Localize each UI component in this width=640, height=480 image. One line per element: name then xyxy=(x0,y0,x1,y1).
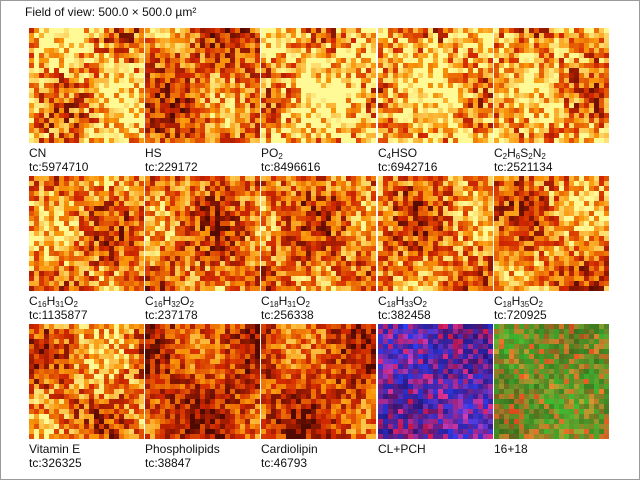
ion-image xyxy=(29,324,144,439)
ion-image-pixels xyxy=(145,28,260,143)
ion-name-label: PO2 xyxy=(261,146,283,161)
ion-name-label: C2H6S2N2 xyxy=(494,146,546,161)
ion-image-pixels xyxy=(378,176,493,291)
ion-name-label: Vitamin E xyxy=(29,442,81,456)
ion-name-label: C18H31O2 xyxy=(261,294,310,309)
total-counts-label: tc:46793 xyxy=(261,456,308,470)
total-counts-label: tc:237178 xyxy=(145,308,198,322)
ion-image-pixels xyxy=(261,176,376,291)
ion-name-label: HS xyxy=(145,146,162,160)
ion-name-label: Phospholipids xyxy=(145,442,220,456)
total-counts-label: tc:2521134 xyxy=(494,160,553,174)
ion-image xyxy=(378,28,493,143)
ion-name-label: C18H35O2 xyxy=(494,294,543,309)
ion-image-pixels xyxy=(494,176,609,291)
ion-name-label: C16H32O2 xyxy=(145,294,194,309)
ion-image xyxy=(145,324,260,439)
ion-name-label: 16+18 xyxy=(494,442,528,456)
ion-image-pixels xyxy=(494,324,609,439)
ion-image-pixels xyxy=(29,176,144,291)
ion-name-label: C18H33O2 xyxy=(378,294,427,309)
ion-image xyxy=(145,28,260,143)
total-counts-label: tc:229172 xyxy=(145,160,198,174)
total-counts-label: tc:1135877 xyxy=(29,308,88,322)
ion-image-pixels xyxy=(261,324,376,439)
ion-image-pixels xyxy=(145,176,260,291)
total-counts-label: tc:720925 xyxy=(494,308,547,322)
field-of-view-label: Field of view: 500.0 × 500.0 µm² xyxy=(25,5,197,19)
ion-name-label: C16H31O2 xyxy=(29,294,78,309)
ion-image xyxy=(261,28,376,143)
total-counts-label: tc:38847 xyxy=(145,456,192,470)
ion-image-pixels xyxy=(494,28,609,143)
total-counts-label: tc:256338 xyxy=(261,308,314,322)
ion-image-pixels xyxy=(29,324,144,439)
ion-image xyxy=(378,176,493,291)
total-counts-label: tc:6942716 xyxy=(378,160,438,174)
ion-image xyxy=(378,324,493,439)
ion-image xyxy=(29,176,144,291)
ion-image-pixels xyxy=(29,28,144,143)
ion-image xyxy=(29,28,144,143)
ion-image xyxy=(494,324,609,439)
total-counts-label: tc:382458 xyxy=(378,308,431,322)
ion-image xyxy=(261,176,376,291)
ion-image xyxy=(494,28,609,143)
ion-name-label: CN xyxy=(29,146,47,160)
ion-image xyxy=(261,324,376,439)
total-counts-label: tc:8496616 xyxy=(261,160,321,174)
total-counts-label: tc:5974710 xyxy=(29,160,89,174)
ion-image xyxy=(145,176,260,291)
ion-image-pixels xyxy=(145,324,260,439)
ion-image xyxy=(494,176,609,291)
ion-image-pixels xyxy=(261,28,376,143)
ion-image-pixels xyxy=(378,28,493,143)
ion-name-label: Cardiolipin xyxy=(261,442,318,456)
ion-name-label: CL+PCH xyxy=(378,442,426,456)
total-counts-label: tc:326325 xyxy=(29,456,82,470)
ion-name-label: C4HSO xyxy=(378,146,418,161)
ion-image-pixels xyxy=(378,324,493,439)
